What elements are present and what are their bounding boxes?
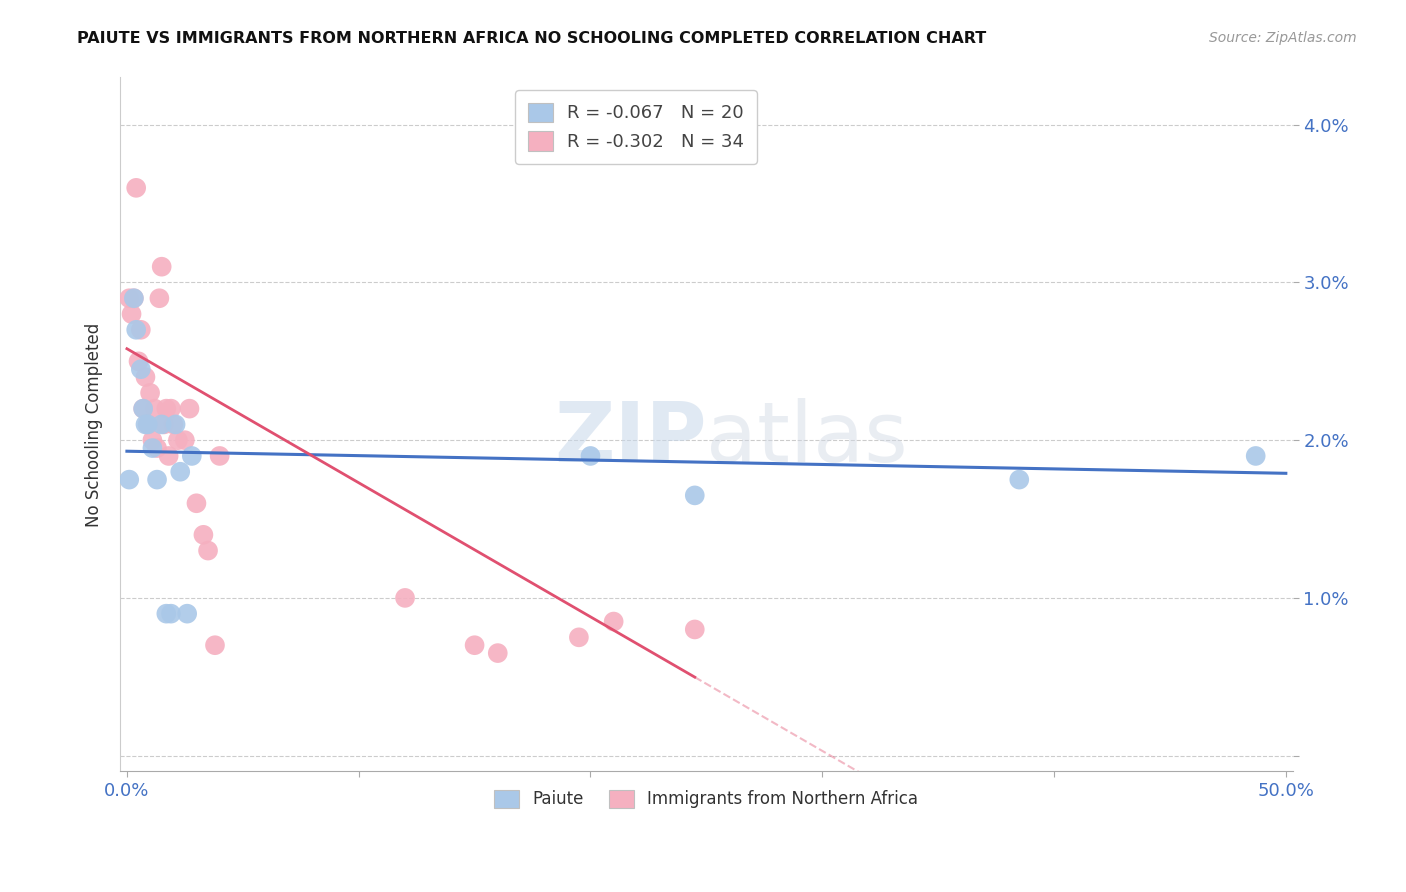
Point xyxy=(197,543,219,558)
Point xyxy=(169,465,191,479)
Point xyxy=(162,417,184,432)
Point xyxy=(683,488,706,502)
Point xyxy=(1244,449,1267,463)
Point xyxy=(132,401,155,416)
Text: Source: ZipAtlas.com: Source: ZipAtlas.com xyxy=(1209,31,1357,45)
Point xyxy=(128,354,150,368)
Point xyxy=(486,646,509,660)
Point xyxy=(150,417,173,432)
Point xyxy=(148,291,170,305)
Point xyxy=(146,473,169,487)
Point xyxy=(143,401,166,416)
Point xyxy=(683,623,706,637)
Text: ZIP: ZIP xyxy=(554,398,706,479)
Point xyxy=(125,181,148,195)
Point xyxy=(118,291,141,305)
Point xyxy=(132,401,155,416)
Point xyxy=(165,417,187,432)
Point xyxy=(129,323,152,337)
Point xyxy=(167,433,190,447)
Point xyxy=(136,417,159,432)
Point xyxy=(568,630,591,644)
Point xyxy=(134,370,156,384)
Point xyxy=(136,417,159,432)
Point xyxy=(122,291,145,305)
Point xyxy=(139,385,162,400)
Point xyxy=(176,607,198,621)
Point xyxy=(160,401,183,416)
Point xyxy=(129,362,152,376)
Point xyxy=(150,260,173,274)
Point xyxy=(180,449,202,463)
Point xyxy=(141,441,163,455)
Point xyxy=(186,496,208,510)
Point xyxy=(579,449,602,463)
Point xyxy=(193,528,215,542)
Point xyxy=(160,607,183,621)
Point xyxy=(204,638,226,652)
Point xyxy=(125,323,148,337)
Point xyxy=(155,401,177,416)
Text: atlas: atlas xyxy=(706,398,908,479)
Point xyxy=(157,449,180,463)
Point xyxy=(141,433,163,447)
Point xyxy=(208,449,231,463)
Point xyxy=(122,291,145,305)
Point xyxy=(134,417,156,432)
Point xyxy=(153,417,176,432)
Y-axis label: No Schooling Completed: No Schooling Completed xyxy=(86,322,103,526)
Text: PAIUTE VS IMMIGRANTS FROM NORTHERN AFRICA NO SCHOOLING COMPLETED CORRELATION CHA: PAIUTE VS IMMIGRANTS FROM NORTHERN AFRIC… xyxy=(77,31,987,46)
Point xyxy=(179,401,201,416)
Point xyxy=(121,307,143,321)
Legend: Paiute, Immigrants from Northern Africa: Paiute, Immigrants from Northern Africa xyxy=(488,783,925,815)
Point xyxy=(464,638,486,652)
Point xyxy=(146,441,169,455)
Point xyxy=(155,607,177,621)
Point xyxy=(602,615,624,629)
Point xyxy=(1008,473,1031,487)
Point xyxy=(118,473,141,487)
Point xyxy=(394,591,416,605)
Point xyxy=(173,433,195,447)
